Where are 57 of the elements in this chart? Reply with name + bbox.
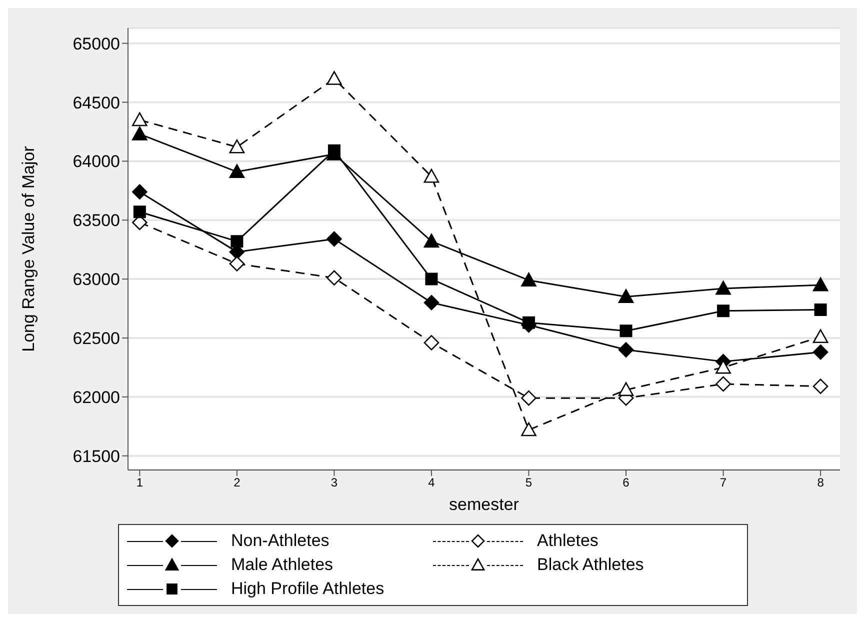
x-axis-title: semester <box>449 495 520 514</box>
point <box>620 324 632 338</box>
y-tick-label: 65000 <box>72 34 120 54</box>
point <box>132 112 148 126</box>
point <box>814 303 827 316</box>
y-tick-label: 64500 <box>72 93 120 112</box>
y-tick-label: 63000 <box>72 270 120 290</box>
x-tick-label: 2 <box>234 476 241 490</box>
y-axis-title: Long Range Value of Major <box>19 146 38 352</box>
y-tick-label: 63500 <box>72 211 120 230</box>
point <box>424 168 440 183</box>
point <box>522 316 535 329</box>
point <box>326 71 342 85</box>
point <box>326 270 342 286</box>
legend-label: Athletes <box>537 531 598 551</box>
point <box>229 256 245 272</box>
point <box>521 272 536 286</box>
point <box>812 344 828 360</box>
x-tick-label: 4 <box>428 476 436 490</box>
x-tick-label: 7 <box>720 476 727 490</box>
point <box>521 390 536 406</box>
point <box>326 231 342 247</box>
point <box>716 280 731 295</box>
point <box>424 294 440 310</box>
point <box>424 234 440 248</box>
x-tick-label: 5 <box>525 476 532 490</box>
point <box>424 335 440 350</box>
point <box>230 235 244 248</box>
y-tick-label: 61500 <box>72 446 120 466</box>
point <box>716 376 731 392</box>
point <box>618 342 634 358</box>
point <box>716 360 731 374</box>
point <box>812 378 828 394</box>
point <box>717 304 730 318</box>
point <box>812 277 828 292</box>
point <box>229 139 245 154</box>
point <box>328 144 340 157</box>
point <box>521 422 536 436</box>
point <box>812 329 828 344</box>
point <box>618 289 634 303</box>
legend-label: Black Athletes <box>537 555 644 575</box>
point <box>132 126 148 140</box>
point <box>425 272 438 286</box>
point <box>618 382 634 396</box>
legend-label: Non-Athletes <box>231 531 330 551</box>
legend-label: Male Athletes <box>231 555 334 575</box>
x-tick-label: 1 <box>136 476 144 490</box>
x-tick-label: 6 <box>622 476 630 490</box>
x-tick-label: 3 <box>330 476 338 490</box>
y-tick-label: 62000 <box>72 388 120 407</box>
legend-label: High Profile Athletes <box>231 579 384 599</box>
point <box>133 206 146 218</box>
point <box>132 184 148 200</box>
y-tick-label: 64000 <box>72 152 120 172</box>
y-tick-label: 62500 <box>72 329 120 348</box>
x-tick-label: 8 <box>817 476 824 490</box>
point <box>229 164 245 178</box>
